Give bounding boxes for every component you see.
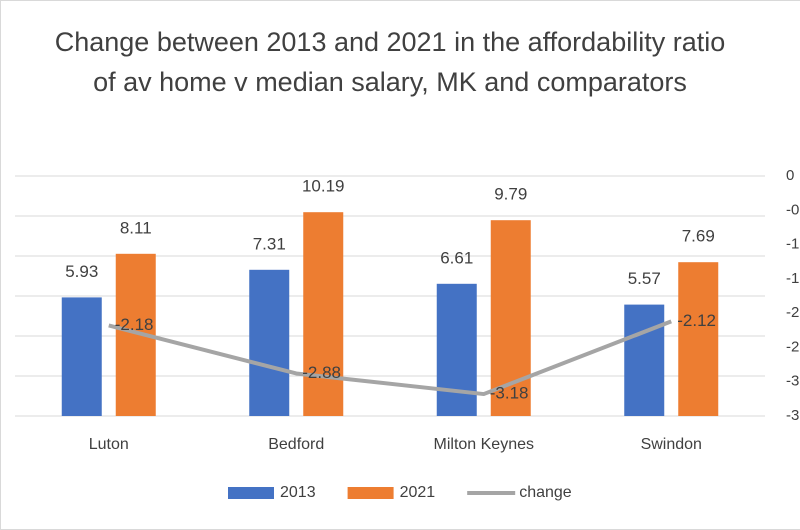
line-series xyxy=(108,319,672,397)
x-tick-label: Swindon xyxy=(641,436,702,453)
legend-swatch xyxy=(347,487,394,499)
x-tick-label: Bedford xyxy=(268,436,324,453)
data-label: 8.11 xyxy=(120,218,152,237)
data-label: 7.31 xyxy=(253,234,286,253)
bar xyxy=(678,262,719,416)
bar xyxy=(624,304,665,416)
y2-tick-label: -3 xyxy=(786,373,799,390)
data-label: -2.12 xyxy=(677,311,716,330)
title-box: Change between 2013 and 2021 in the affo… xyxy=(54,27,726,97)
data-label: 7.69 xyxy=(682,227,715,246)
bar xyxy=(303,212,344,416)
y2-tick-label: -2 xyxy=(786,304,799,321)
data-label: 10.19 xyxy=(302,177,345,196)
legend-label: 2013 xyxy=(280,484,316,501)
legend-swatch xyxy=(228,487,274,499)
data-label: 5.57 xyxy=(628,269,661,288)
data-label: 9.79 xyxy=(494,185,527,204)
y2-tick-label: -3.5 xyxy=(786,407,800,424)
legend-label: 2021 xyxy=(400,484,436,501)
data-label: -3.18 xyxy=(490,384,529,403)
bar xyxy=(436,283,477,416)
y2-tick-label: -0.5 xyxy=(786,201,800,218)
x-tick-label: Milton Keynes xyxy=(434,436,535,453)
y2-tick-label: -1 xyxy=(786,236,799,253)
y2-tick-label: -2.5 xyxy=(786,338,800,355)
data-label: 6.61 xyxy=(440,248,473,267)
x-tick-label: Luton xyxy=(89,436,129,453)
y2-tick-label: -1.5 xyxy=(786,270,800,287)
legend-label: change xyxy=(519,484,572,501)
chart-title: Change between 2013 and 2021 in the affo… xyxy=(54,27,726,97)
y2-tick-label: 0 xyxy=(786,167,794,184)
data-label: 5.93 xyxy=(65,262,98,281)
bar xyxy=(61,297,102,416)
data-label: -2.18 xyxy=(115,315,154,334)
data-label: -2.88 xyxy=(302,363,341,382)
bar xyxy=(249,269,290,416)
